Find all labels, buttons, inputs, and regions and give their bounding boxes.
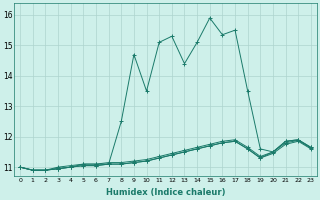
X-axis label: Humidex (Indice chaleur): Humidex (Indice chaleur) — [106, 188, 225, 197]
